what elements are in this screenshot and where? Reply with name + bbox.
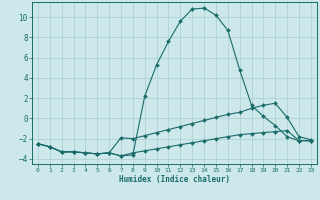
X-axis label: Humidex (Indice chaleur): Humidex (Indice chaleur): [119, 175, 230, 184]
